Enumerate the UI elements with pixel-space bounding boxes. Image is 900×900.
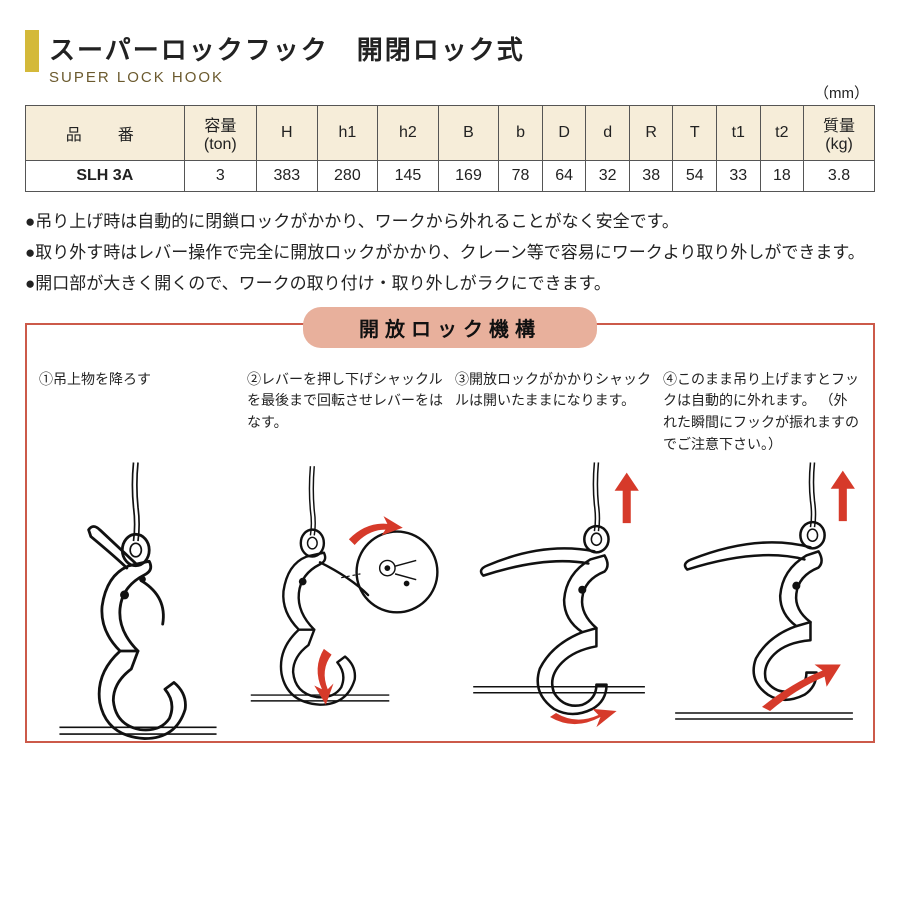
step-label: ③開放ロックがかかりシャックルは開いたままになります。 bbox=[453, 369, 655, 461]
diagram-title: 開放ロック機構 bbox=[303, 307, 597, 348]
table-header-cell: 品 番 bbox=[26, 106, 185, 161]
bullet-item: ●開口部が大きく開くので、ワークの取り付け・取り外しがラクにできます。 bbox=[25, 270, 875, 299]
bullet-item: ●吊り上げ時は自動的に閉鎖ロックがかかり、ワークから外れることがなく安全です。 bbox=[25, 208, 875, 237]
table-header-cell: b bbox=[499, 106, 543, 161]
diagram-box: 開放ロック機構 ①吊上物を降ろす ②レバーを押し下げシャックルを最後まで回転させ… bbox=[25, 323, 875, 743]
step-label: ②レバーを押し下げシャックルを最後まで回転させレバーをはなす。 bbox=[245, 369, 447, 461]
table-cell: 64 bbox=[542, 161, 586, 192]
step-label: ①吊上物を降ろす bbox=[37, 369, 239, 461]
step-illustration bbox=[245, 461, 447, 731]
table-header-cell: H bbox=[257, 106, 318, 161]
table-cell: 32 bbox=[586, 161, 630, 192]
table-cell: 18 bbox=[760, 161, 804, 192]
spec-table: 品 番容量(ton)Hh1h2BbDdRTt1t2質量(kg) SLH 3A33… bbox=[25, 105, 875, 192]
table-cell: 3.8 bbox=[804, 161, 875, 192]
table-header-cell: 容量(ton) bbox=[184, 106, 256, 161]
table-cell: 33 bbox=[717, 161, 761, 192]
step-illustration bbox=[453, 461, 655, 737]
diagram-step: ④このまま吊り上げますとフックは自動的に外れます。 （外れた瞬間にフックが振れま… bbox=[661, 369, 863, 731]
table-header-cell: h2 bbox=[378, 106, 439, 161]
table-header-cell: h1 bbox=[317, 106, 378, 161]
hook-illustration-3 bbox=[453, 461, 655, 737]
table-header-cell: T bbox=[673, 106, 717, 161]
table-header-cell: t2 bbox=[760, 106, 804, 161]
table-header-cell: R bbox=[629, 106, 673, 161]
title-en: SUPER LOCK HOOK bbox=[49, 69, 875, 86]
table-header-cell: B bbox=[438, 106, 499, 161]
hook-illustration-2 bbox=[245, 461, 447, 731]
step-illustration bbox=[661, 461, 863, 737]
table-row: SLH 3A3383280145169786432385433183.8 bbox=[26, 161, 875, 192]
table-header-cell: D bbox=[542, 106, 586, 161]
header: スーパーロックフック 開閉ロック式 SUPER LOCK HOOK bbox=[25, 30, 875, 86]
table-cell: 3 bbox=[184, 161, 256, 192]
table-cell: 145 bbox=[378, 161, 439, 192]
hook-illustration-1 bbox=[37, 461, 239, 767]
table-cell: 383 bbox=[257, 161, 318, 192]
table-cell: 169 bbox=[438, 161, 499, 192]
table-header-cell: t1 bbox=[717, 106, 761, 161]
hook-illustration-4 bbox=[661, 461, 863, 737]
table-cell: 54 bbox=[673, 161, 717, 192]
step-label: ④このまま吊り上げますとフックは自動的に外れます。 （外れた瞬間にフックが振れま… bbox=[661, 369, 863, 461]
title-jp: スーパーロックフック 開閉ロック式 bbox=[49, 30, 875, 67]
table-cell: SLH 3A bbox=[26, 161, 185, 192]
step-illustration bbox=[37, 461, 239, 767]
accent-bar bbox=[25, 30, 39, 72]
bullet-list: ●吊り上げ時は自動的に閉鎖ロックがかかり、ワークから外れることがなく安全です。●… bbox=[25, 208, 875, 299]
table-header-cell: 質量(kg) bbox=[804, 106, 875, 161]
table-cell: 38 bbox=[629, 161, 673, 192]
diagram-step: ①吊上物を降ろす bbox=[37, 369, 239, 731]
table-cell: 78 bbox=[499, 161, 543, 192]
diagram-step: ②レバーを押し下げシャックルを最後まで回転させレバーをはなす。 bbox=[245, 369, 447, 731]
diagram-step: ③開放ロックがかかりシャックルは開いたままになります。 bbox=[453, 369, 655, 731]
table-cell: 280 bbox=[317, 161, 378, 192]
bullet-item: ●取り外す時はレバー操作で完全に開放ロックがかかり、クレーン等で容易にワークより… bbox=[25, 239, 875, 268]
table-header-cell: d bbox=[586, 106, 630, 161]
